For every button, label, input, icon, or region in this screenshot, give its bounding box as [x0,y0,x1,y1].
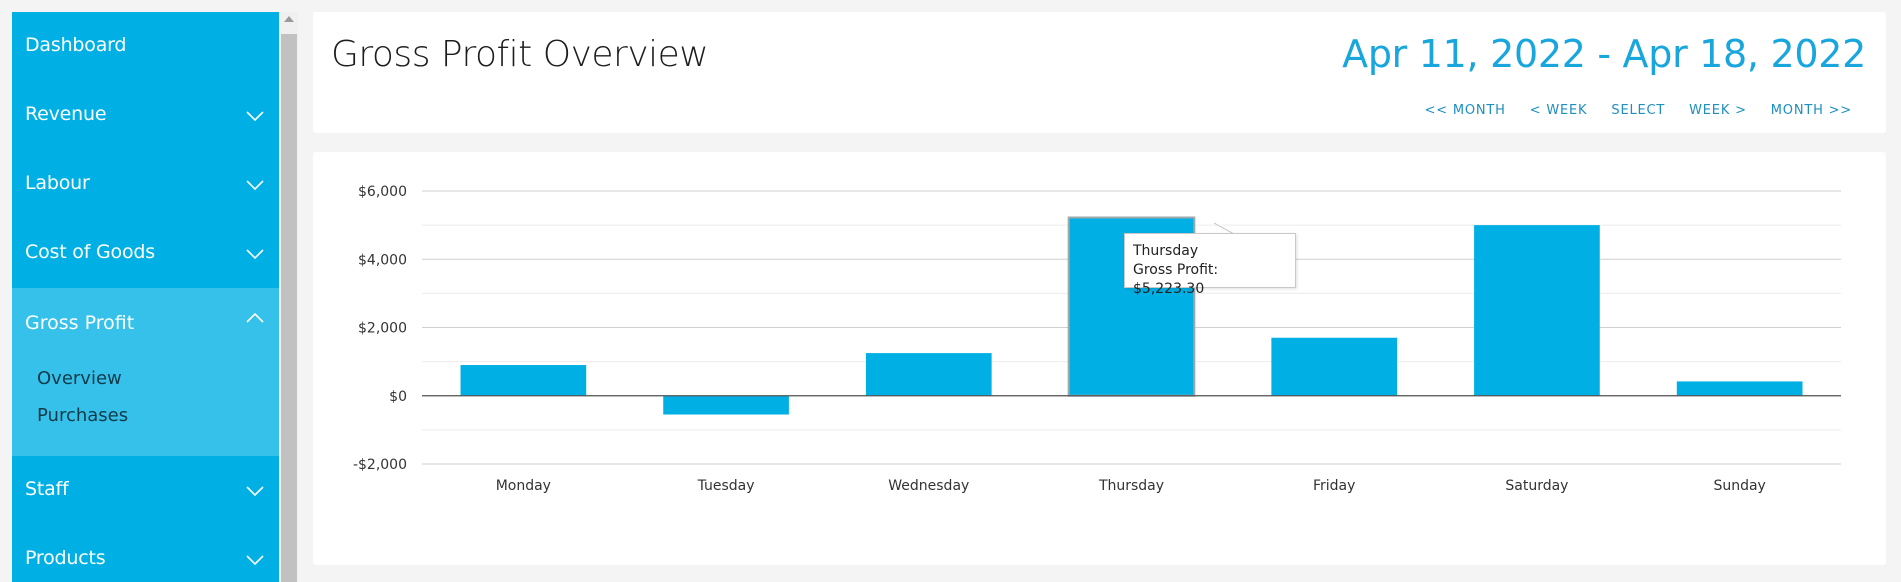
sidebar-item-label: Revenue [25,103,107,125]
x-tick-label: Wednesday [888,478,969,494]
next-week-button[interactable]: WEEK > [1689,103,1747,118]
chart-tooltip: Thursday Gross Profit: $5,223.30 [1124,233,1296,297]
tooltip-value-line: Gross Profit: $5,223.30 [1133,262,1219,297]
chevron-down-icon [245,553,265,567]
sidebar-item-products[interactable]: Products [12,525,279,582]
header-card: Gross Profit Overview Apr 11, 2022 - Apr… [313,12,1886,133]
x-tick-label: Tuesday [697,478,755,494]
y-tick-label: -$2,000 [353,457,407,473]
y-tick-label: $4,000 [358,252,407,268]
chevron-up-icon[interactable] [245,311,265,325]
x-tick-label: Sunday [1713,478,1765,494]
sidebar-item-label: Dashboard [25,34,127,56]
sidebar-item-staff[interactable]: Staff [12,456,279,525]
sidebar-item-label: Labour [25,172,90,194]
next-month-button[interactable]: MONTH >> [1770,103,1852,118]
x-tick-label: Saturday [1505,478,1568,494]
y-tick-label: $2,000 [358,321,407,337]
bar-sunday [1676,381,1803,396]
sidebar-item-cost-of-goods[interactable]: Cost of Goods [12,219,279,288]
sidebar-scrollbar[interactable] [280,12,298,582]
x-tick-label: Monday [496,478,551,494]
chevron-down-icon [245,247,265,261]
x-tick-label: Thursday [1098,478,1164,494]
sidebar-item-dashboard[interactable]: Dashboard [12,12,279,81]
select-date-button[interactable]: SELECT [1611,103,1666,118]
x-tick-label: Friday [1313,478,1355,494]
scroll-up-arrow-icon[interactable] [284,16,294,22]
y-tick-label: $6,000 [358,184,407,200]
sidebar-item-labour[interactable]: Labour [12,150,279,219]
sidebar-item-revenue[interactable]: Revenue [12,81,279,150]
sidebar-subitem-overview[interactable]: Overview [37,368,122,389]
sidebar-item-label: Staff [25,478,69,500]
page-title: Gross Profit Overview [331,34,709,75]
tooltip-series-name: Gross Profit [1133,262,1214,278]
bar-wednesday [865,353,992,396]
gross-profit-chart: $6,000 $4,000 $2,000 $0 -$2,000 Monday Tuesday… [353,184,1841,494]
bar-tuesday [663,395,789,415]
prev-month-button[interactable]: << MONTH [1424,103,1506,118]
chevron-down-icon [245,178,265,192]
sidebar-item-gross-profit[interactable]: Gross Profit [25,312,135,334]
prev-week-button[interactable]: < WEEK [1529,103,1588,118]
chevron-down-icon [245,484,265,498]
sidebar: Dashboard Revenue Labour Cost of Goods G… [12,12,279,582]
chart-card: $6,000 $4,000 $2,000 $0 -$2,000 Monday Tuesday… [313,152,1886,565]
tooltip-value: $5,223.30 [1133,281,1205,297]
bar-friday [1271,337,1398,396]
sidebar-subitem-purchases[interactable]: Purchases [37,405,129,426]
chevron-down-icon [245,109,265,123]
date-navigation: << MONTH < WEEK SELECT WEEK > MONTH >> [1425,103,1852,118]
date-range: Apr 11, 2022 - Apr 18, 2022 [1342,32,1866,76]
bar-monday [460,365,587,396]
bar-saturday [1474,225,1600,396]
sidebar-item-label: Cost of Goods [25,241,155,263]
scrollbar-thumb[interactable] [281,34,297,582]
y-tick-label: $0 [389,389,407,405]
tooltip-category: Thursday [1133,243,1199,259]
sidebar-group-gross-profit: Gross Profit Overview Purchases [12,288,279,456]
sidebar-item-label: Products [25,547,106,569]
